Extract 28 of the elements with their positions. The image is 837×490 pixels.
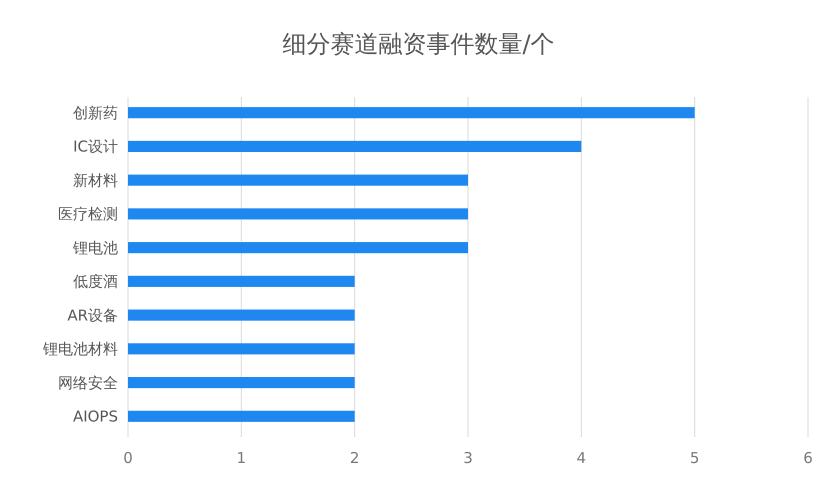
y-tick-label: IC设计 [73, 138, 118, 156]
x-tick-label: 1 [236, 449, 246, 467]
y-tick-label: 锂电池 [72, 238, 118, 257]
bar [128, 107, 695, 118]
x-tick-label: 3 [463, 449, 473, 467]
y-tick-label: AR设备 [67, 306, 118, 324]
chart-title: 细分赛道融资事件数量/个 [282, 30, 555, 58]
x-tick-label: 2 [350, 449, 360, 467]
bar [128, 174, 468, 186]
x-tick-label: 5 [690, 449, 700, 467]
y-tick-label: 锂电池材料 [42, 340, 118, 358]
bar [128, 208, 468, 220]
y-tick-label: 低度酒 [73, 272, 118, 291]
x-tick-label: 0 [123, 449, 133, 467]
bar [128, 343, 355, 354]
bar [128, 310, 355, 321]
bar [128, 276, 355, 287]
y-tick-label: AIOPS [72, 408, 118, 426]
bar [128, 410, 355, 422]
y-tick-label: 新材料 [73, 171, 118, 190]
x-tick-label: 6 [803, 449, 813, 467]
bar [128, 140, 582, 152]
bar [128, 377, 355, 388]
y-tick-label: 创新药 [73, 104, 118, 122]
y-tick-label: 网络安全 [58, 374, 118, 392]
y-tick-label: 医疗检测 [58, 205, 118, 224]
x-tick-label: 4 [576, 449, 586, 467]
bar [128, 242, 468, 254]
